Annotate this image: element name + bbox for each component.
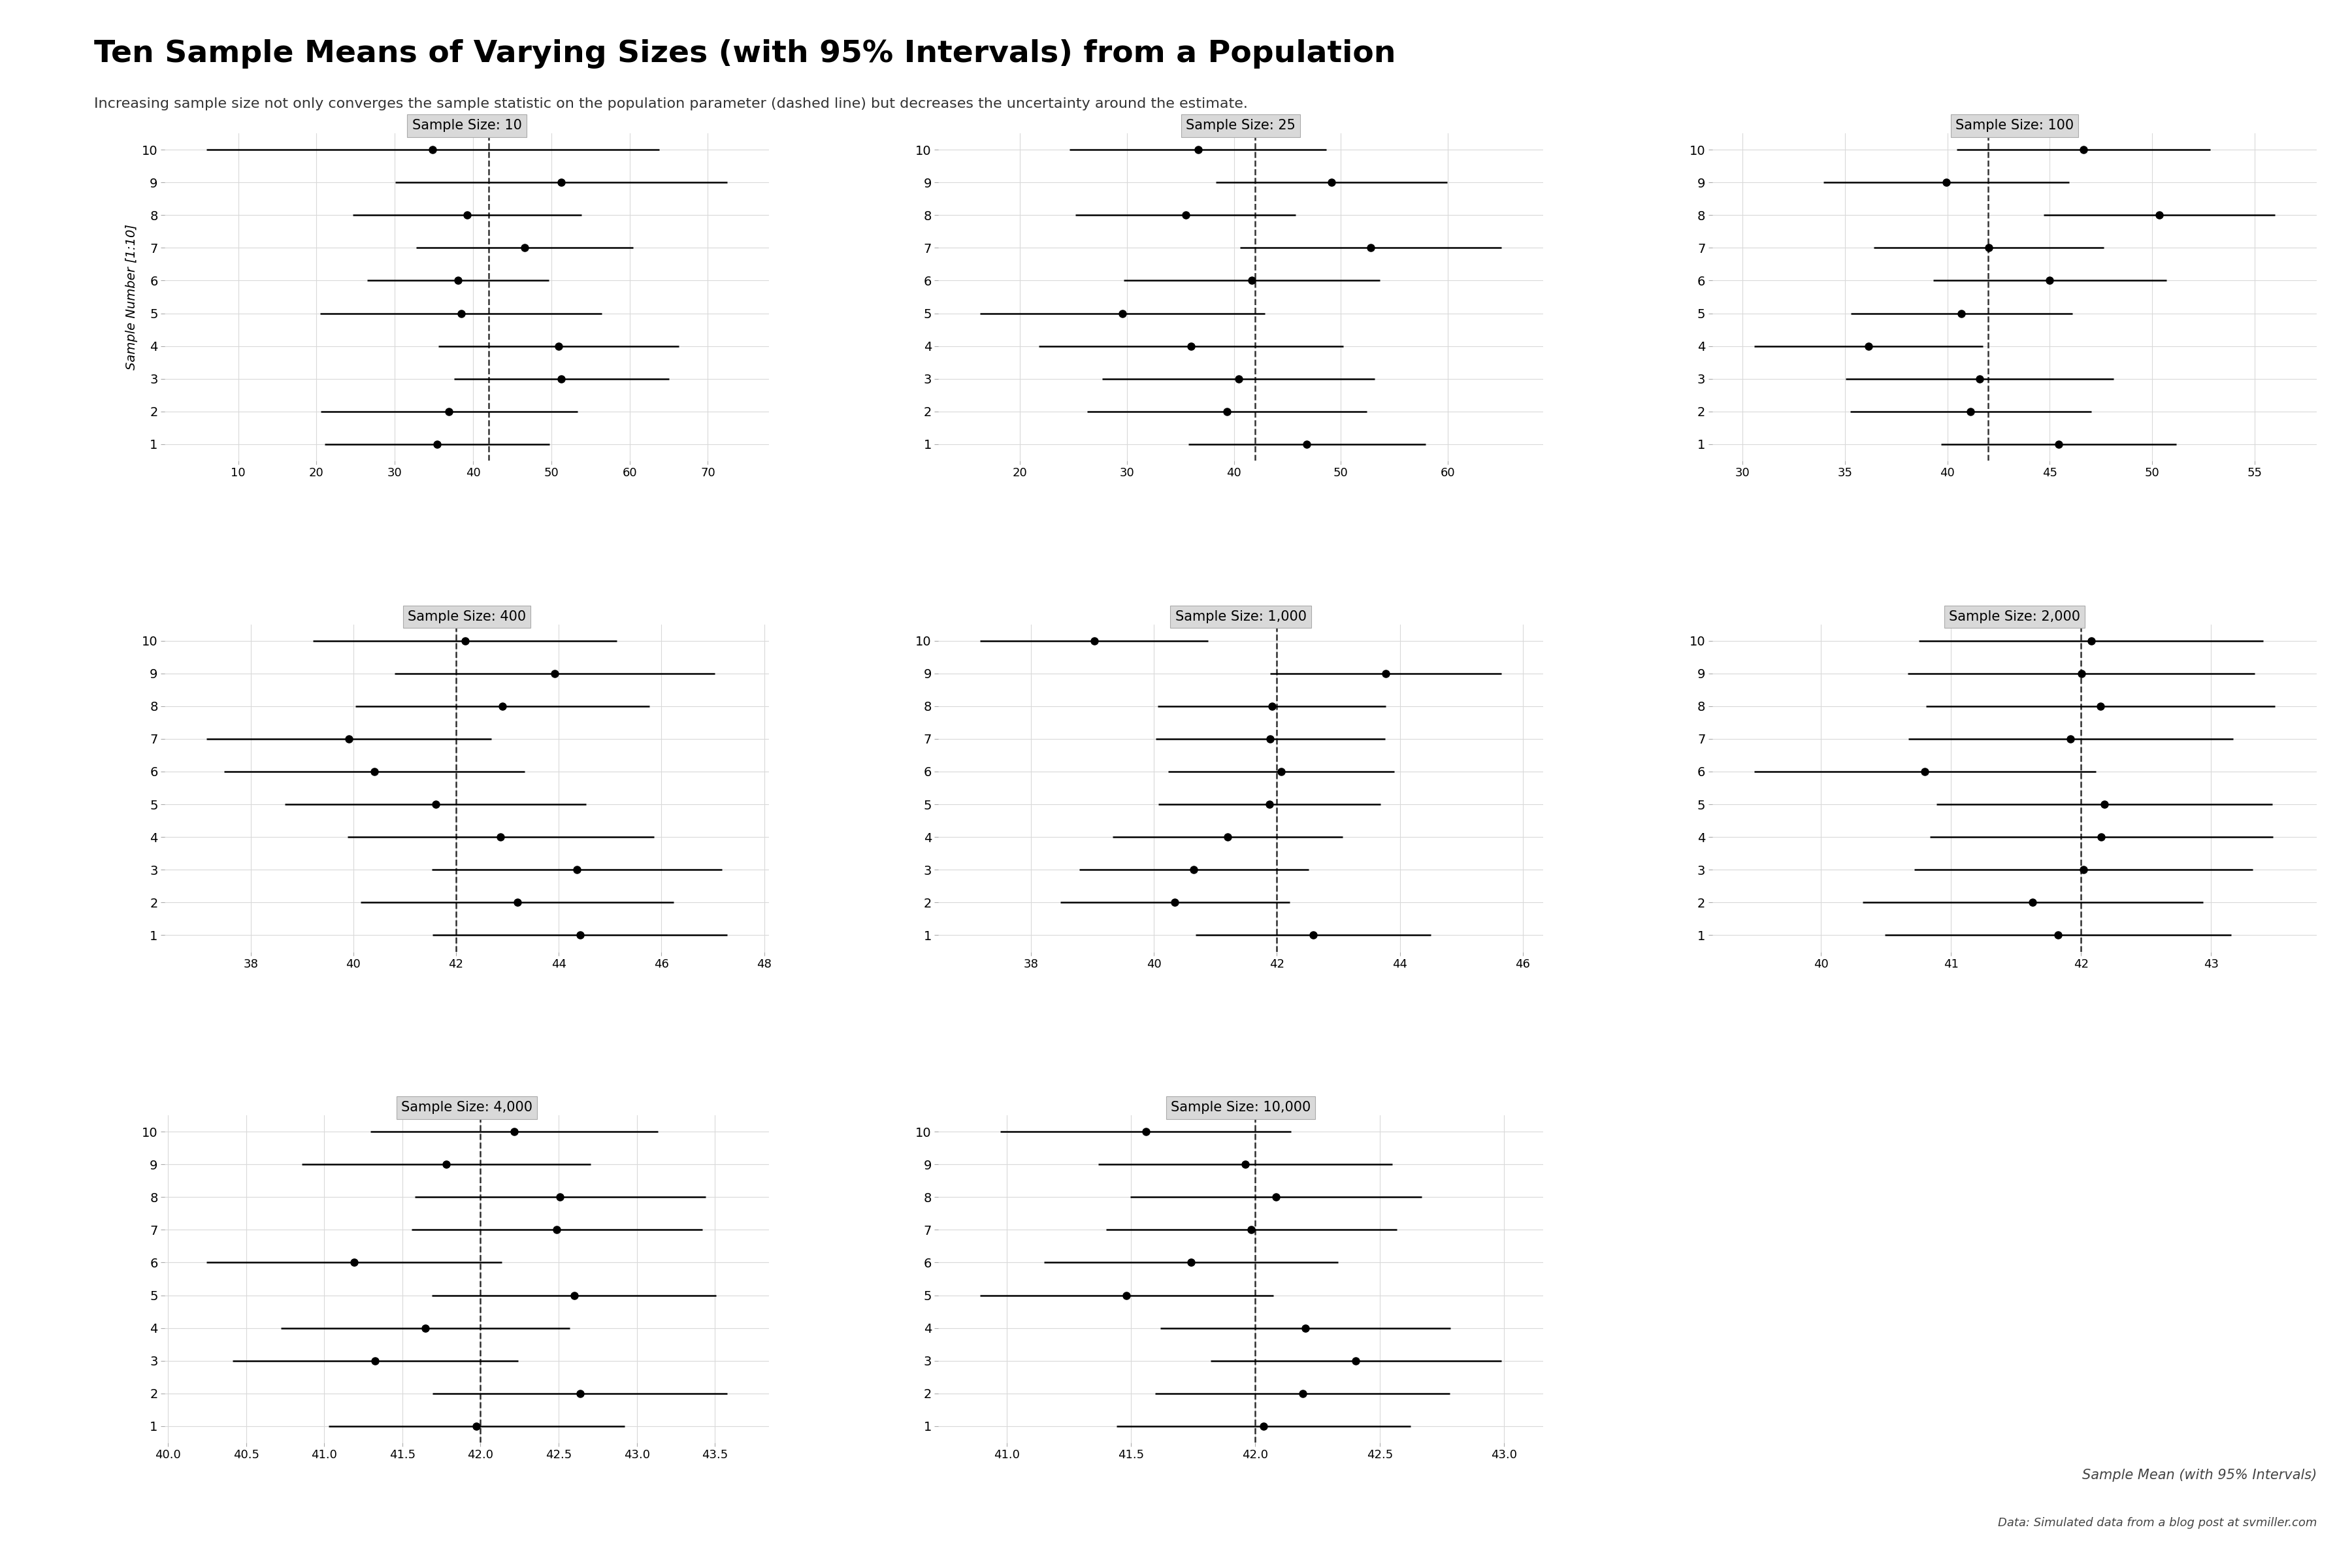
Text: Sample Mean (with 95% Intervals): Sample Mean (with 95% Intervals) — [2082, 1469, 2317, 1482]
Title: Sample Size: 25: Sample Size: 25 — [1185, 119, 1296, 132]
Text: Increasing sample size not only converges the sample statistic on the population: Increasing sample size not only converge… — [94, 97, 1249, 110]
Title: Sample Size: 10,000: Sample Size: 10,000 — [1171, 1101, 1310, 1115]
Title: Sample Size: 10: Sample Size: 10 — [412, 119, 522, 132]
Text: Data: Simulated data from a blog post at svmiller.com: Data: Simulated data from a blog post at… — [1997, 1518, 2317, 1529]
Title: Sample Size: 2,000: Sample Size: 2,000 — [1950, 610, 2079, 622]
Title: Sample Size: 4,000: Sample Size: 4,000 — [402, 1101, 532, 1115]
Title: Sample Size: 100: Sample Size: 100 — [1955, 119, 2074, 132]
Y-axis label: Sample Number [1:10]: Sample Number [1:10] — [125, 224, 139, 370]
Title: Sample Size: 1,000: Sample Size: 1,000 — [1176, 610, 1305, 622]
Title: Sample Size: 400: Sample Size: 400 — [407, 610, 527, 622]
Text: Ten Sample Means of Varying Sizes (with 95% Intervals) from a Population: Ten Sample Means of Varying Sizes (with … — [94, 39, 1395, 69]
